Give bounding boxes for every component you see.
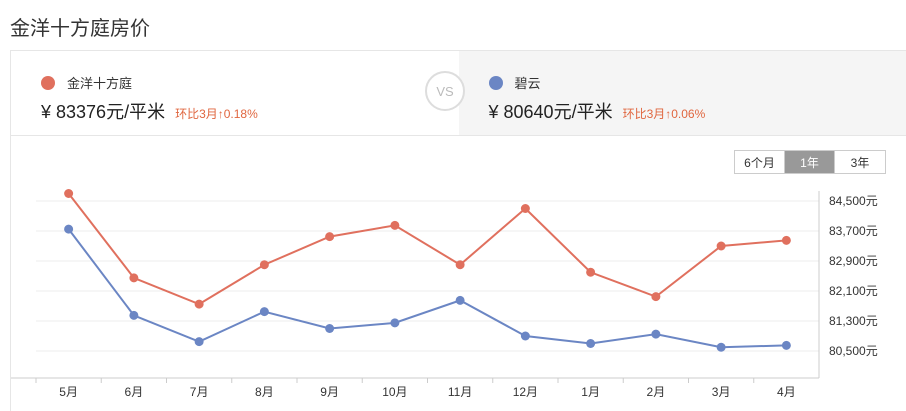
series-1-point: [586, 267, 596, 277]
compare-right-name: 碧云: [514, 76, 541, 91]
page-title: 金洋十方庭房价: [10, 18, 150, 40]
x-tick-label: 2月: [647, 385, 666, 399]
vs-badge: VS: [425, 71, 465, 111]
series-2-point: [520, 331, 530, 341]
series-2-point: [325, 324, 335, 333]
series-2-point: [651, 329, 661, 339]
compare-right-change: 环比3月↑0.06%: [622, 107, 706, 121]
y-tick-label: 83,700元: [829, 224, 878, 238]
x-tick-label: 5月: [59, 385, 78, 399]
compare-left: 金洋十方庭 ¥ 83376元/平米 环比3月↑0.18%: [11, 51, 459, 135]
series-2-point: [781, 340, 791, 350]
left-series-dot: [41, 75, 55, 90]
series-1-point: [129, 273, 139, 283]
price-line-chart: 84,500元 83,700元 82,900元 82,100元 81,300元 80,50…: [11, 189, 878, 399]
series-line-1: [67, 192, 787, 306]
x-tick-label: 1月: [581, 385, 600, 399]
series-2-point: [586, 339, 596, 348]
series-1-point: [194, 299, 204, 309]
series-1-point: [716, 241, 726, 251]
series-1-point: [520, 204, 530, 213]
x-tick-label: 11月: [448, 385, 472, 399]
compare-left-price: ¥ 83376元/平米: [41, 102, 166, 122]
series-2-point: [390, 318, 400, 328]
x-tick-label: 10月: [382, 385, 407, 399]
x-tick-label: 3月: [712, 385, 731, 399]
series-2-point: [64, 224, 74, 234]
tab-3-years[interactable]: 3年: [835, 151, 885, 173]
price-compare-panel: 金洋十方庭 ¥ 83376元/平米 环比3月↑0.18% VS 碧云 ¥ 806…: [10, 50, 906, 136]
y-tick-label: 82,900元: [829, 254, 878, 268]
y-tick-label: 81,300元: [829, 314, 878, 328]
compare-left-name: 金洋十方庭: [67, 76, 133, 91]
x-tick-label: 12月: [513, 385, 538, 399]
x-tick-label: 4月: [777, 385, 796, 399]
compare-left-name-row: 金洋十方庭: [41, 73, 132, 92]
x-tick-label: 7月: [190, 385, 209, 399]
y-tick-label: 80,500元: [829, 344, 878, 358]
y-tick-label: 82,100元: [829, 284, 878, 298]
x-tick-label: 9月: [320, 385, 339, 399]
series-2-point: [194, 337, 204, 347]
chart-container: 84,500元 83,700元 82,900元 82,100元 81,300元 80,50…: [10, 136, 906, 411]
series-2-point: [455, 295, 465, 305]
compare-right-price: ¥ 80640元/平米: [488, 102, 613, 122]
series-1-point: [455, 260, 465, 270]
compare-right: 碧云 ¥ 80640元/平米 环比3月↑0.06%: [458, 51, 906, 135]
compare-left-price-row: ¥ 83376元/平米 环比3月↑0.18%: [41, 98, 258, 124]
compare-right-price-row: ¥ 80640元/平米 环比3月↑0.06%: [489, 98, 706, 124]
series-1-point: [259, 260, 269, 270]
series-1-point: [325, 232, 335, 242]
series-1-point: [390, 220, 400, 230]
y-tick-label: 84,500元: [829, 194, 878, 208]
tab-1-year[interactable]: 1年: [785, 151, 835, 173]
series-1-point: [781, 235, 791, 245]
series-2-point: [129, 310, 139, 320]
series-2-point: [259, 307, 269, 317]
series-1-point: [64, 189, 74, 198]
x-tick-label: 8月: [255, 385, 274, 399]
series-line-2: [67, 228, 787, 349]
x-tick-label: 6月: [125, 385, 144, 399]
range-tabs: 6个月 1年 3年: [734, 150, 886, 174]
tab-6-months[interactable]: 6个月: [735, 151, 785, 173]
compare-left-change: 环比3月↑0.18%: [175, 107, 258, 121]
series-2-point: [716, 342, 726, 352]
right-series-dot: [488, 75, 503, 90]
compare-right-name-row: 碧云: [488, 73, 541, 92]
series-1-point: [651, 292, 661, 302]
